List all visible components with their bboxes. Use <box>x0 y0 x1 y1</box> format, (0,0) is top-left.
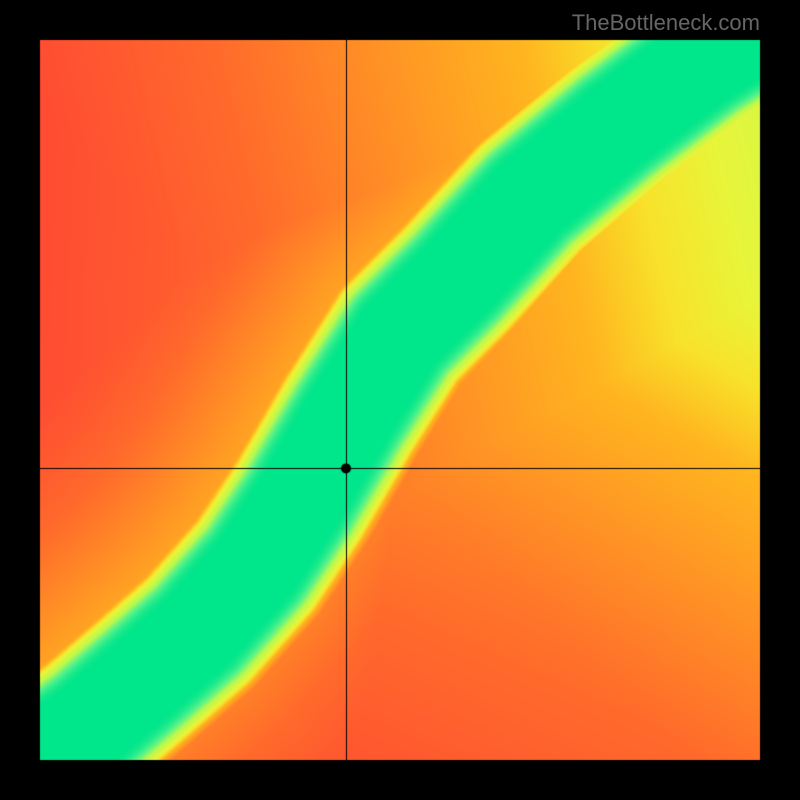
heatmap-canvas <box>0 0 800 800</box>
chart-root: TheBottleneck.com <box>0 0 800 800</box>
watermark-text: TheBottleneck.com <box>572 10 760 36</box>
